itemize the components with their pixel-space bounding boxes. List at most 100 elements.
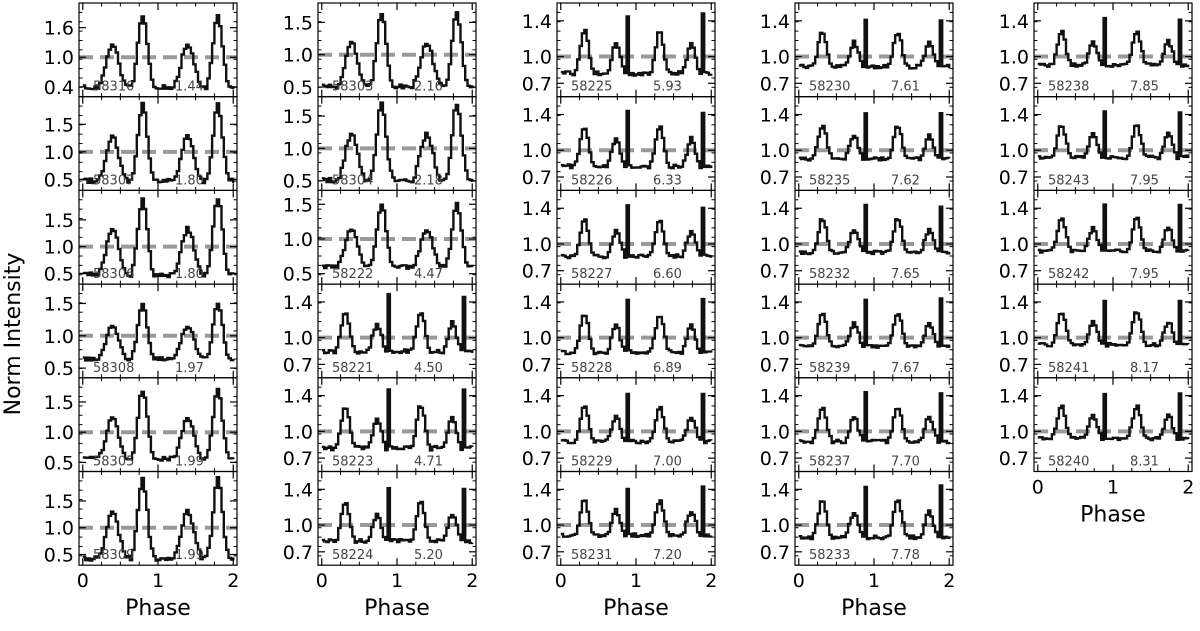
panel-value-label: 1.80 xyxy=(175,267,204,282)
x-tick-label: 1 xyxy=(152,570,164,592)
y-tick-label: 1.0 xyxy=(760,234,790,256)
y-tick-label: 1.0 xyxy=(283,45,313,67)
panel-mjd-label: 58231 xyxy=(571,548,612,563)
panel-mjd-label: 58304 xyxy=(332,173,373,188)
y-tick-label: 1.0 xyxy=(283,328,313,350)
y-tick-label: 1.0 xyxy=(522,328,552,350)
panel-value-label: 1.99 xyxy=(175,548,204,563)
y-tick-label: 1.4 xyxy=(283,292,313,314)
y-tick-label: 0.7 xyxy=(999,73,1029,95)
y-tick-label: 1.5 xyxy=(283,194,313,216)
y-tick-label: 1.0 xyxy=(999,47,1029,69)
y-tick-label: 1.0 xyxy=(760,328,790,350)
panel-value-label: 7.95 xyxy=(1130,267,1159,282)
pulse-profile-line xyxy=(82,101,235,185)
panel-value-label: 7.85 xyxy=(1130,80,1159,95)
y-tick-label: 1.0 xyxy=(522,47,552,69)
panel-value-label: 5.20 xyxy=(414,548,443,563)
x-tick-label: 0 xyxy=(555,570,567,592)
y-tick-label: 0.7 xyxy=(283,448,313,470)
panel-value-label: 7.61 xyxy=(891,80,920,95)
panel-value-label: 7.78 xyxy=(891,548,920,563)
y-tick-label: 1.4 xyxy=(999,198,1029,220)
x-axis-label: Phase xyxy=(364,596,430,621)
panel-mjd-label: 58306 xyxy=(93,267,134,282)
y-tick-label: 1.4 xyxy=(999,11,1029,33)
x-tick-label: 2 xyxy=(1182,477,1194,499)
y-tick-label: 0.4 xyxy=(44,77,74,99)
panel-value-label: 7.70 xyxy=(891,455,920,470)
pulse-profile-line xyxy=(321,487,474,545)
panel-value-label: 7.65 xyxy=(891,267,920,282)
y-tick-label: 0.5 xyxy=(44,169,74,191)
panel-value-label: 1.97 xyxy=(175,361,204,376)
y-tick-label: 1.0 xyxy=(999,140,1029,162)
x-tick-label: 1 xyxy=(1107,477,1119,499)
pulse-profile-line xyxy=(1037,16,1190,68)
pulse-profile-line xyxy=(321,388,474,452)
y-tick-label: 0.7 xyxy=(283,354,313,376)
pulse-profile-line xyxy=(1037,110,1190,161)
y-tick-label: 0.5 xyxy=(44,544,74,566)
panel-mjd-label: 58310 xyxy=(93,80,134,95)
y-tick-label: 1.5 xyxy=(44,293,74,315)
pulse-profile-line xyxy=(560,392,713,445)
pulse-profile-line xyxy=(560,485,713,538)
y-tick-label: 0.7 xyxy=(522,261,552,283)
panel-value-label: 1.80 xyxy=(175,173,204,188)
panel-mjd-label: 58238 xyxy=(1048,80,1089,95)
y-tick-label: 1.0 xyxy=(283,229,313,251)
panel-value-label: 1.99 xyxy=(175,455,204,470)
y-tick-label: 1.0 xyxy=(999,234,1029,256)
x-tick-label: 0 xyxy=(316,570,328,592)
x-axis-label: Phase xyxy=(125,596,191,621)
y-tick-label: 1.4 xyxy=(522,11,552,33)
panel-mjd-label: 58237 xyxy=(809,455,850,470)
panel-mjd-label: 58308 xyxy=(93,361,134,376)
y-tick-label: 1.4 xyxy=(760,105,790,127)
y-tick-label: 1.0 xyxy=(44,142,74,164)
y-tick-label: 1.4 xyxy=(283,386,313,408)
x-tick-label: 2 xyxy=(943,570,955,592)
y-tick-label: 0.7 xyxy=(522,73,552,95)
y-tick-label: 1.5 xyxy=(44,210,74,232)
y-tick-label: 0.5 xyxy=(283,264,313,286)
y-tick-label: 1.5 xyxy=(44,114,74,136)
y-tick-label: 1.0 xyxy=(44,518,74,540)
pulse-profile-line xyxy=(82,14,235,91)
x-tick-label: 0 xyxy=(1032,477,1044,499)
panel-value-label: 4.47 xyxy=(414,267,443,282)
y-tick-label: 1.4 xyxy=(760,386,790,408)
panel-mjd-label: 58303 xyxy=(332,80,373,95)
y-tick-label: 1.4 xyxy=(522,105,552,127)
panel-value-label: 2.16 xyxy=(414,80,443,95)
y-tick-label: 1.0 xyxy=(760,515,790,537)
y-tick-label: 0.7 xyxy=(999,448,1029,470)
y-tick-label: 0.7 xyxy=(999,167,1029,189)
y-tick-label: 1.4 xyxy=(760,198,790,220)
y-tick-label: 0.7 xyxy=(760,448,790,470)
y-tick-label: 0.7 xyxy=(522,448,552,470)
panel-grid: 1.6 1.0 0.4 58310 1.44 1.5 1.0 0.5 58307 1.80 1.5 1… xyxy=(44,2,1194,621)
panel-value-label: 1.44 xyxy=(175,80,204,95)
y-tick-label: 1.0 xyxy=(999,328,1029,350)
y-tick-label: 1.4 xyxy=(522,386,552,408)
panel-mjd-label: 58243 xyxy=(1048,173,1089,188)
y-tick-label: 1.0 xyxy=(44,422,74,444)
panel-mjd-label: 58233 xyxy=(809,548,850,563)
y-tick-label: 1.0 xyxy=(522,515,552,537)
panel-mjd-label: 58229 xyxy=(571,455,612,470)
x-tick-label: 1 xyxy=(630,570,642,592)
y-tick-label: 0.5 xyxy=(44,452,74,474)
pulse-profile-line xyxy=(82,197,235,279)
x-tick-label: 1 xyxy=(868,570,880,592)
y-tick-label: 1.0 xyxy=(522,140,552,162)
y-tick-label: 0.7 xyxy=(283,542,313,564)
y-tick-label: 0.7 xyxy=(999,261,1029,283)
y-tick-label: 1.0 xyxy=(283,515,313,537)
pulse-profile-line xyxy=(798,18,951,70)
panel-mjd-label: 58221 xyxy=(332,361,373,376)
pulse-profile-line xyxy=(82,302,235,362)
y-tick-label: 1.0 xyxy=(44,237,74,259)
